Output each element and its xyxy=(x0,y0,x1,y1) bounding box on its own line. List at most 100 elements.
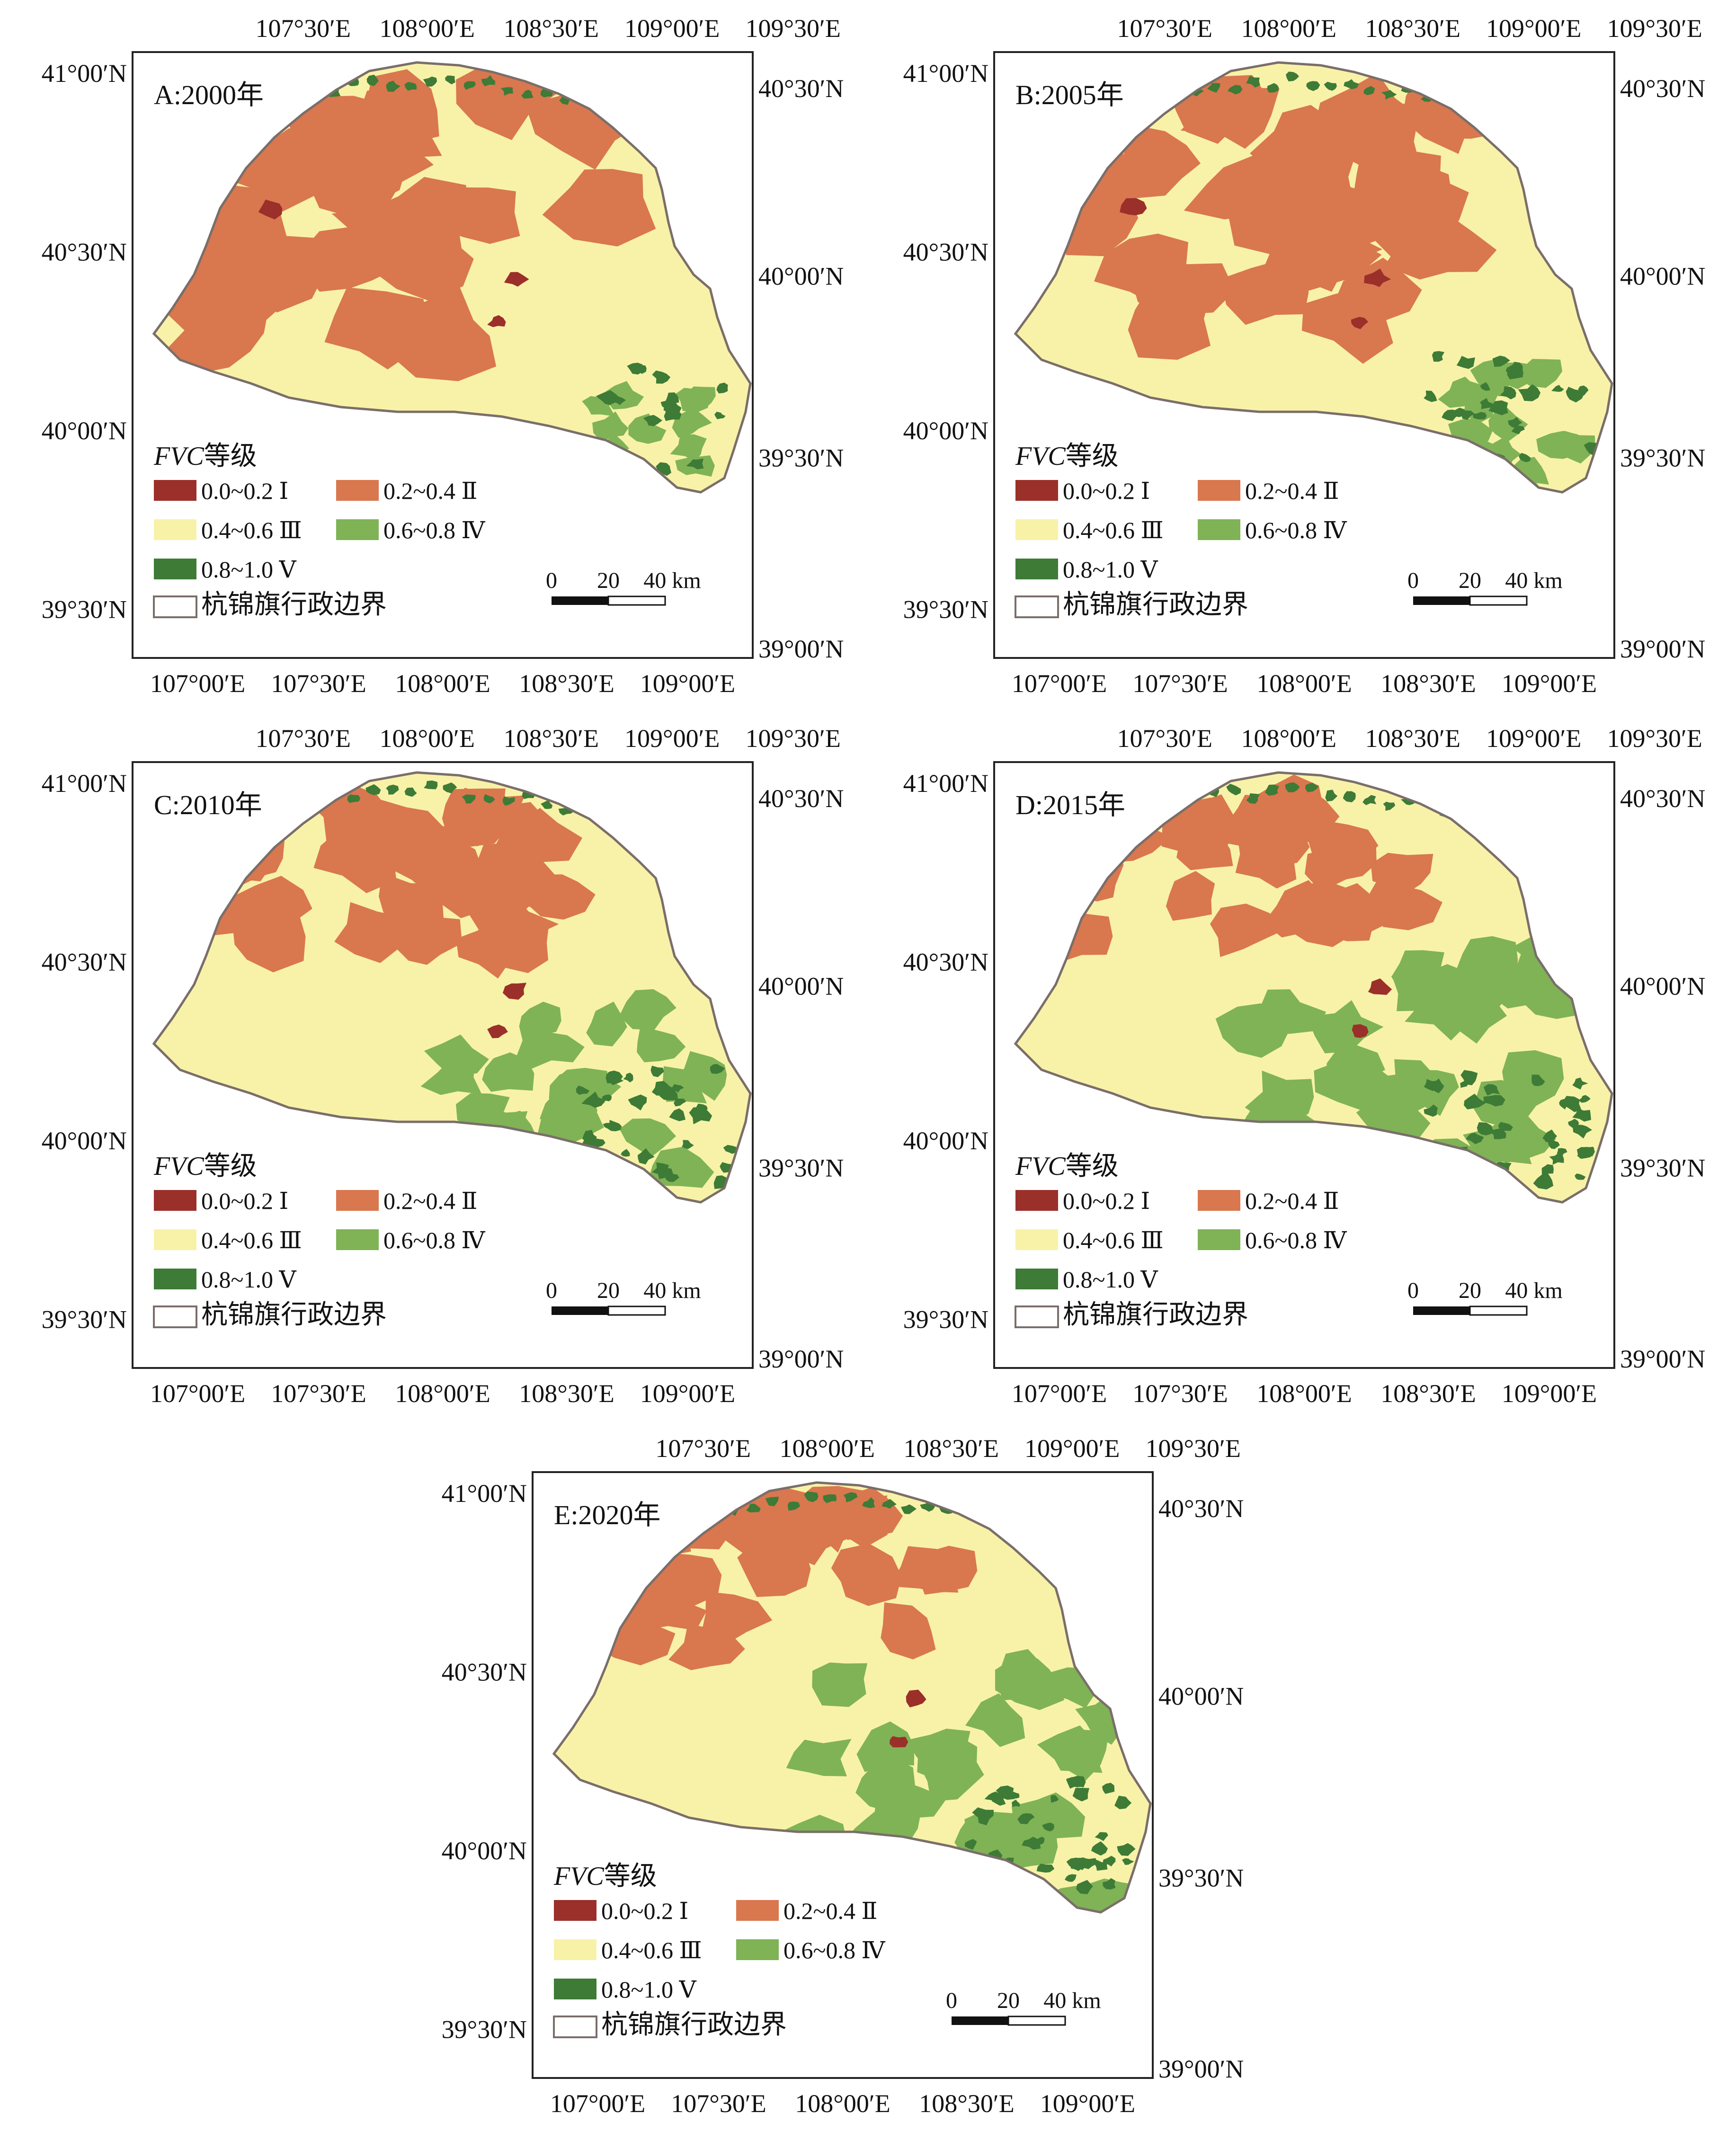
class-iv-patch xyxy=(519,1002,561,1042)
legend-item-label: 0.6~0.8 Ⅳ xyxy=(1245,1227,1347,1253)
axis-label-top: 107°30′E xyxy=(1117,14,1212,43)
class-ii-patch xyxy=(1301,288,1393,364)
class-v-patch xyxy=(1091,1841,1108,1856)
axis-label-top: 109°00′E xyxy=(624,14,720,43)
legend-swatch xyxy=(154,480,196,501)
class-ii-patch xyxy=(468,897,559,946)
axis-label-bottom: 109°00′E xyxy=(1040,2089,1135,2118)
class-i-patch xyxy=(487,1024,508,1039)
class-v-patch xyxy=(637,1148,655,1164)
axis-label-bottom: 107°30′E xyxy=(271,669,366,698)
class-iv-patch xyxy=(628,413,667,444)
class-iv-patch xyxy=(670,434,707,462)
axis-label-right: 39°30′N xyxy=(1158,1864,1244,1892)
axis-label-right: 39°30′N xyxy=(758,444,844,472)
legend-swatch xyxy=(1015,519,1058,540)
class-v-patch xyxy=(1424,1104,1438,1117)
axis-label-bottom: 108°00′E xyxy=(795,2089,890,2118)
legend-item-label: 0.0~0.2 Ⅰ xyxy=(1063,1188,1150,1214)
class-i-patch xyxy=(502,983,527,1000)
axis-label-bottom: 108°30′E xyxy=(1380,669,1476,698)
class-v-patch xyxy=(1577,1147,1594,1159)
axis-label-left: 39°30′N xyxy=(42,595,127,624)
class-v-patch xyxy=(1484,1084,1500,1096)
axis-label-top: 109°00′E xyxy=(624,724,720,753)
class-i-patch xyxy=(890,1736,908,1748)
legend-boundary-swatch xyxy=(1015,595,1059,618)
scale-tick-20: 20 xyxy=(597,568,620,593)
class-iv-patch xyxy=(907,1729,970,1768)
class-v-patch xyxy=(651,1162,670,1175)
legend-swatch xyxy=(1198,480,1240,501)
scale-bar-white xyxy=(607,1305,666,1316)
class-iv-patch xyxy=(672,408,712,438)
class-ii-patch xyxy=(1178,794,1251,850)
legend-swatch xyxy=(154,519,196,540)
scale-tick-0: 0 xyxy=(546,1278,557,1303)
class-v-rim xyxy=(900,1504,917,1514)
legend: FVC等级 0.0~0.2 Ⅰ 0.2~0.4 Ⅱ 0.4~0.6 Ⅲ 0.6~0.8 … xyxy=(153,442,486,620)
class-v-patch xyxy=(1549,1153,1564,1165)
class-v-patch xyxy=(1573,1124,1593,1139)
class-i-patch xyxy=(906,1689,926,1708)
class-v-rim xyxy=(804,1491,819,1502)
class-v-rim xyxy=(881,1499,897,1509)
axis-label-bottom: 108°30′E xyxy=(1380,1379,1476,1408)
legend-title: FVC等级 xyxy=(553,1862,657,1891)
axis-label-left: 40°30′N xyxy=(442,1658,527,1686)
axis-label-top: 109°30′E xyxy=(1607,14,1702,43)
class-v-patch xyxy=(669,1108,685,1121)
class-v-patch xyxy=(1572,1108,1591,1122)
class-v-patch xyxy=(723,1145,739,1154)
axis-label-bottom: 109°00′E xyxy=(640,1379,735,1408)
class-ii-patch xyxy=(904,1545,978,1595)
map-panel-a: A:2000年 FVC等级 0.0~0.2 Ⅰ 0.2~0.4 Ⅱ 0.4~0.6 Ⅲ 0… xyxy=(42,14,844,698)
scale-bar-black xyxy=(952,2016,1008,2025)
class-iv-patch xyxy=(637,1026,686,1063)
legend-boundary-swatch xyxy=(153,595,197,618)
class-i-patch xyxy=(504,272,529,287)
class-v-rim xyxy=(765,1497,779,1507)
axis-label-top: 109°30′E xyxy=(1607,724,1702,753)
class-v-patch xyxy=(1424,391,1437,402)
axis-label-right: 39°00′N xyxy=(1158,2055,1244,2083)
legend-item-label: 0.2~0.4 Ⅱ xyxy=(783,1898,878,1924)
axis-label-right: 40°30′N xyxy=(758,74,844,103)
axis-label-right: 40°30′N xyxy=(1620,74,1705,103)
class-v-patch xyxy=(1566,387,1585,403)
axis-label-top: 108°00′E xyxy=(1241,724,1336,753)
axis-label-left: 41°00′N xyxy=(42,769,127,798)
class-iv-patch xyxy=(592,411,629,442)
scale-tick-0: 0 xyxy=(1407,568,1419,593)
class-iv-patch xyxy=(995,1657,1065,1710)
class-v-rim xyxy=(541,800,553,809)
scale-bar-black xyxy=(1413,1306,1470,1315)
axis-label-right: 40°00′N xyxy=(758,262,844,291)
panel-label: C:2010年 xyxy=(154,790,262,820)
class-v-patch xyxy=(1456,355,1475,369)
scale-tick-20: 20 xyxy=(597,1278,620,1303)
class-iv-patch xyxy=(1536,431,1578,459)
axis-label-right: 40°30′N xyxy=(1620,784,1705,813)
class-v-patch xyxy=(716,382,728,394)
legend-title: FVC等级 xyxy=(153,442,257,471)
axis-label-right: 40°00′N xyxy=(1620,262,1705,291)
class-v-patch xyxy=(1460,1070,1478,1085)
legend-title: FVC等级 xyxy=(153,1152,257,1181)
class-ii-patch xyxy=(542,169,656,247)
class-v-patch xyxy=(1103,1878,1116,1890)
class-v-patch xyxy=(1531,1074,1545,1086)
scale-bar-white xyxy=(1469,1305,1528,1316)
class-v-patch xyxy=(1578,385,1589,396)
class-v-patch xyxy=(627,363,643,375)
class-v-patch xyxy=(1114,1795,1132,1810)
class-v-patch xyxy=(1496,1162,1509,1170)
legend-swatch xyxy=(554,1979,596,1999)
class-iv-patch xyxy=(786,1739,852,1776)
legend-swatch xyxy=(1198,1229,1240,1250)
class-v-patch xyxy=(1488,400,1508,416)
class-v-rim xyxy=(502,796,515,806)
class-v-rim xyxy=(1383,801,1396,811)
class-v-patch xyxy=(1533,1171,1554,1190)
class-v-patch xyxy=(1575,1173,1586,1180)
